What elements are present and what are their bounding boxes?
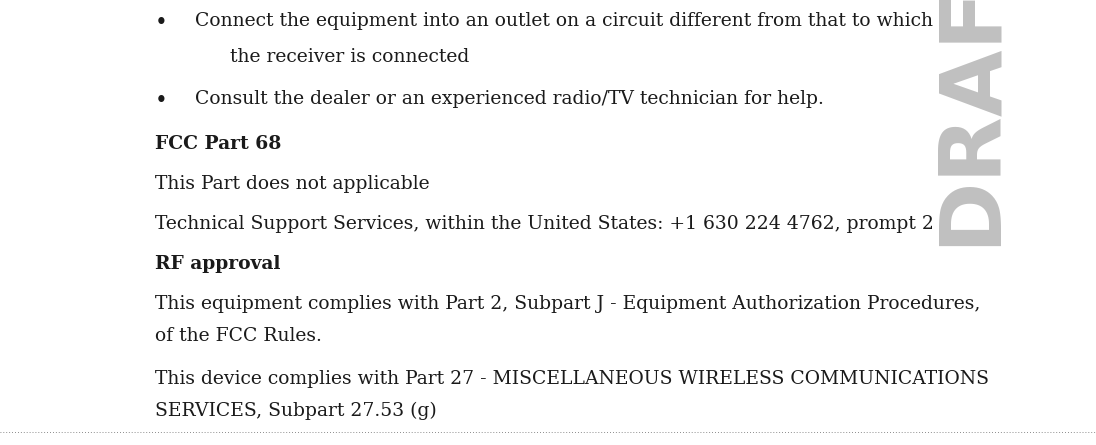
Text: SERVICES, Subpart 27.53 (g): SERVICES, Subpart 27.53 (g) <box>155 402 436 420</box>
Text: DRAFT: DRAFT <box>928 0 1012 246</box>
Text: •: • <box>155 12 168 34</box>
Text: Connect the equipment into an outlet on a circuit different from that to which: Connect the equipment into an outlet on … <box>195 12 933 30</box>
Text: of the FCC Rules.: of the FCC Rules. <box>155 327 322 345</box>
Text: Technical Support Services, within the United States: +1 630 224 4762, prompt 2: Technical Support Services, within the U… <box>155 215 934 233</box>
Text: •: • <box>155 90 168 112</box>
Text: This Part does not applicable: This Part does not applicable <box>155 175 430 193</box>
Text: RF approval: RF approval <box>155 255 281 273</box>
Text: the receiver is connected: the receiver is connected <box>230 48 469 66</box>
Text: This equipment complies with Part 2, Subpart J - Equipment Authorization Procedu: This equipment complies with Part 2, Sub… <box>155 295 981 313</box>
Text: FCC Part 68: FCC Part 68 <box>155 135 282 153</box>
Text: Consult the dealer or an experienced radio/TV technician for help.: Consult the dealer or an experienced rad… <box>195 90 824 108</box>
Text: This device complies with Part 27 - MISCELLANEOUS WIRELESS COMMUNICATIONS: This device complies with Part 27 - MISC… <box>155 370 989 388</box>
